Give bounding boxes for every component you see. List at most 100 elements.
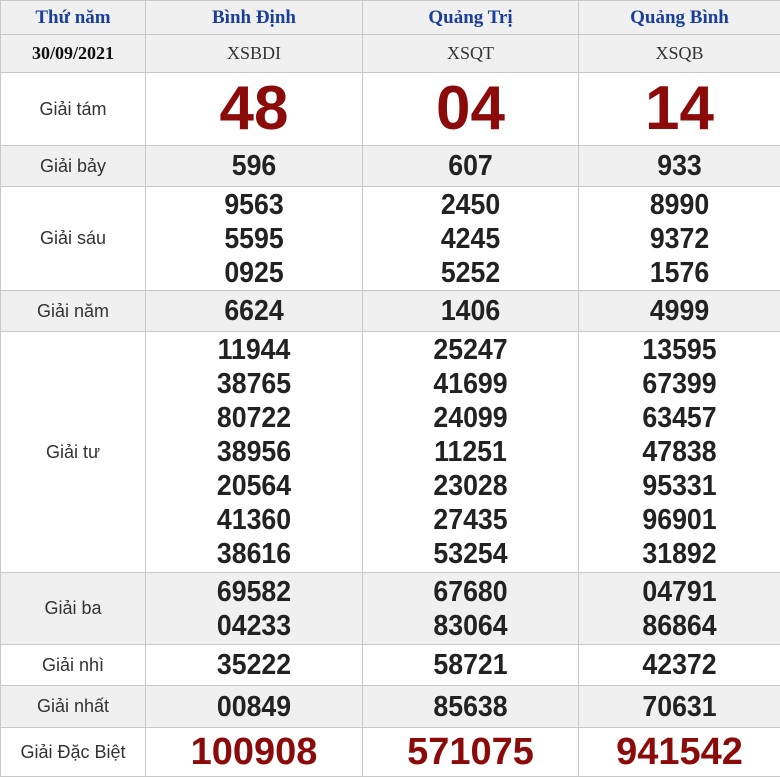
province-quang-tri[interactable]: Quảng Trị [363, 1, 579, 35]
prize-cell: 933 [579, 146, 780, 187]
prize-row: Giải nhất 00849 85638 70631 [1, 686, 780, 728]
prize-number: 95331 [587, 469, 772, 503]
prize-number: 38616 [155, 537, 354, 571]
prize-number: 4999 [587, 294, 772, 328]
prize-numbers: 571075 [363, 729, 578, 775]
code-xsqb[interactable]: XSQB [579, 35, 780, 73]
prize-number: 20564 [155, 469, 354, 503]
prize-row: Giải nhì 35222 58721 42372 [1, 645, 780, 686]
prize-label: Giải năm [1, 291, 146, 332]
prize-numbers: 70631 [587, 690, 772, 724]
prize-number: 27435 [372, 503, 570, 537]
prize-row: Giải năm 6624 1406 4999 [1, 291, 780, 332]
province-binh-dinh[interactable]: Bình Định [146, 1, 363, 35]
prize-cell: 35222 [146, 645, 363, 686]
prize-numbers: 58721 [372, 648, 570, 682]
prize-number: 571075 [363, 729, 578, 775]
prize-numbers: 00849 [155, 690, 354, 724]
prize-numbers: 100908 [146, 729, 362, 775]
prize-row: Giải bảy 596 607 933 [1, 146, 780, 187]
prize-label: Giải bảy [1, 146, 146, 187]
prize-number: 23028 [372, 469, 570, 503]
prize-number: 100908 [146, 729, 362, 775]
prize-numbers: 607 [372, 149, 570, 183]
prize-label: Giải nhất [1, 686, 146, 728]
prize-number: 85638 [372, 690, 570, 724]
prize-number: 14 [579, 74, 780, 144]
prize-cell: 85638 [363, 686, 579, 728]
date-row: 30/09/2021 XSBDI XSQT XSQB [1, 35, 780, 73]
prize-number: 47838 [587, 435, 772, 469]
prize-cell: 4999 [579, 291, 780, 332]
prize-number: 24099 [372, 401, 570, 435]
prize-number: 58721 [372, 648, 570, 682]
prize-number: 86864 [587, 609, 772, 643]
prize-cell: 58721 [363, 645, 579, 686]
prize-label: Giải ba [1, 573, 146, 645]
prize-cell: 571075 [363, 728, 579, 777]
prize-number: 67680 [372, 575, 570, 609]
prize-label: Giải tư [1, 332, 146, 573]
province-quang-binh[interactable]: Quảng Bình [579, 1, 780, 35]
prize-number: 70631 [587, 690, 772, 724]
prize-number: 5252 [372, 256, 570, 290]
prize-number: 0925 [155, 256, 354, 290]
prize-cell: 42372 [579, 645, 780, 686]
prize-number: 25247 [372, 333, 570, 367]
prize-number: 04791 [587, 575, 772, 609]
prize-label: Giải nhì [1, 645, 146, 686]
prize-number: 9372 [587, 222, 772, 256]
prize-number: 2450 [372, 188, 570, 222]
prize-cell: 100908 [146, 728, 363, 777]
draw-date: 30/09/2021 [1, 35, 146, 73]
prize-numbers: 85638 [372, 690, 570, 724]
prize-number: 8990 [587, 188, 772, 222]
prize-numbers: 35222 [155, 648, 354, 682]
prize-number: 9563 [155, 188, 354, 222]
prize-number: 596 [155, 149, 354, 183]
prize-numbers: 6624 [155, 294, 354, 328]
prize-cell: 607 [363, 146, 579, 187]
prize-cell: 48 [146, 73, 363, 146]
prize-cell: 596 [146, 146, 363, 187]
code-xsbdi[interactable]: XSBDI [146, 35, 363, 73]
prize-label: Giải Đặc Biệt [1, 728, 146, 777]
prize-number: 04233 [155, 609, 354, 643]
code-xsqt[interactable]: XSQT [363, 35, 579, 73]
prize-number: 48 [146, 74, 362, 144]
prize-number: 11251 [372, 435, 570, 469]
prize-numbers: 42372 [587, 648, 772, 682]
prize-number: 607 [372, 149, 570, 183]
prize-number: 53254 [372, 537, 570, 571]
prize-cell: 14 [579, 73, 780, 146]
prize-numbers: 596 [155, 149, 354, 183]
prize-number: 941542 [579, 729, 780, 775]
prize-number: 1576 [587, 256, 772, 290]
day-label: Thứ năm [1, 1, 146, 35]
prize-cell: 941542 [579, 728, 780, 777]
prize-number: 69582 [155, 575, 354, 609]
prize-number: 4245 [372, 222, 570, 256]
prize-cell: 04 [363, 73, 579, 146]
prize-numbers: 1406 [372, 294, 570, 328]
header-row: Thứ năm Bình Định Quảng Trị Quảng Bình [1, 1, 780, 35]
prize-number: 42372 [587, 648, 772, 682]
